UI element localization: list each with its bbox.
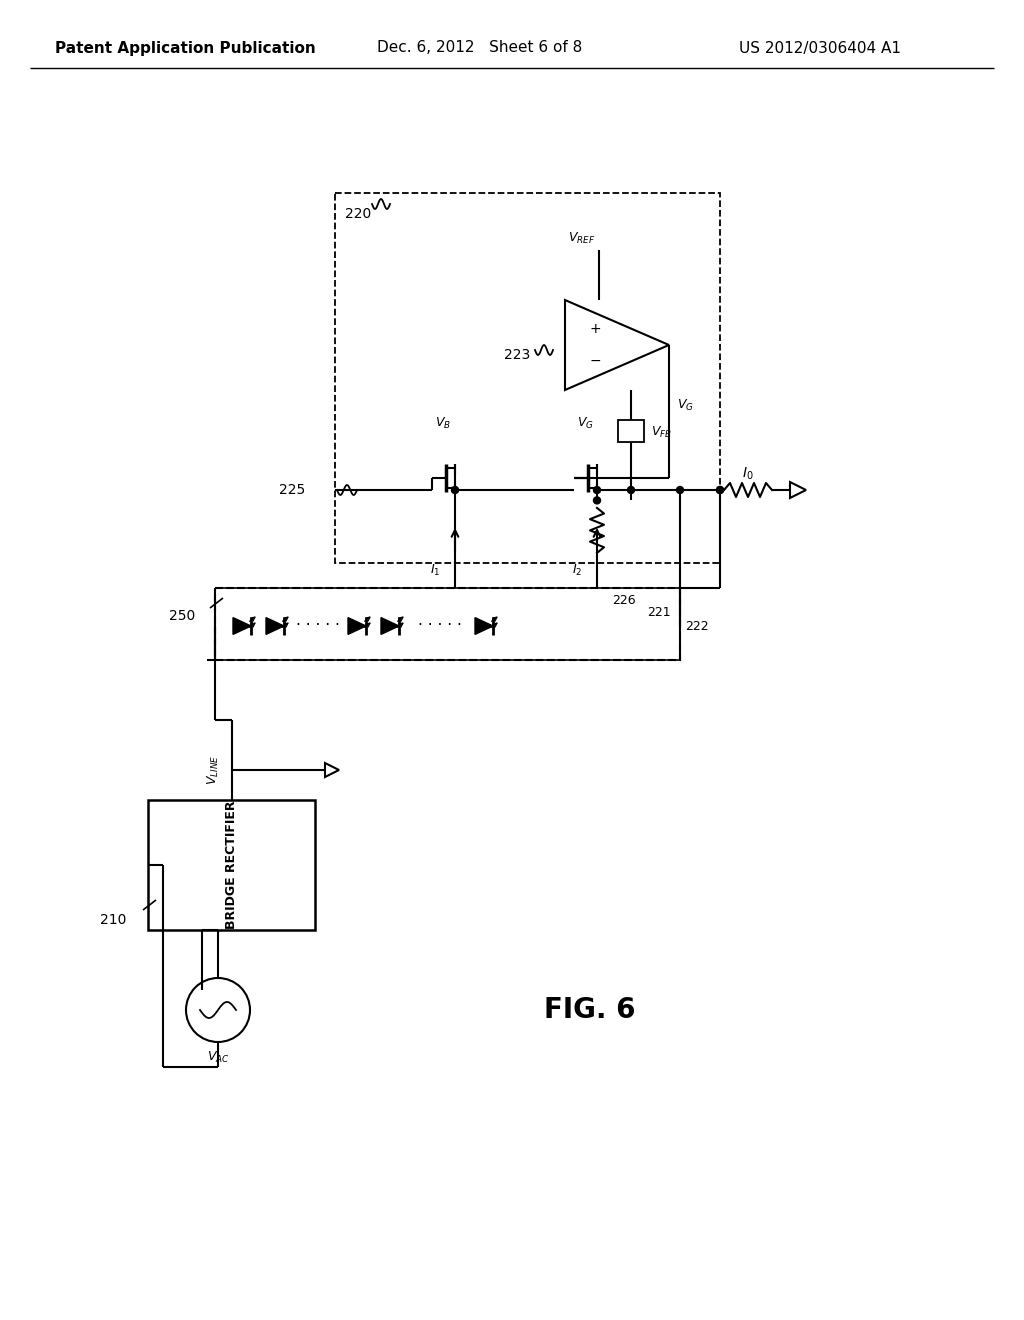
Text: $I_{1}$: $I_{1}$ [430,562,440,578]
Text: 225: 225 [279,483,305,498]
Circle shape [717,487,724,494]
Bar [215,587,680,660]
Text: US 2012/0306404 A1: US 2012/0306404 A1 [739,41,901,55]
Text: 220: 220 [345,207,372,220]
Circle shape [594,496,600,504]
Text: · · · · ·: · · · · · [296,619,340,634]
Text: FIG. 6: FIG. 6 [544,997,636,1024]
Text: Patent Application Publication: Patent Application Publication [54,41,315,55]
Bar [335,193,720,564]
Text: 221: 221 [647,606,671,619]
Polygon shape [381,618,399,635]
Text: 223: 223 [504,348,530,362]
Text: BRIDGE RECTIFIER: BRIDGE RECTIFIER [225,801,238,929]
Text: $I_{2}$: $I_{2}$ [571,562,582,578]
Text: $V_{G}$: $V_{G}$ [577,416,594,430]
Text: $V_{AC}$: $V_{AC}$ [207,1049,229,1064]
Circle shape [594,487,600,494]
Text: 250: 250 [169,609,195,623]
Polygon shape [233,618,251,635]
Text: +: + [589,322,601,337]
Text: $V_{G}$: $V_{G}$ [677,397,694,413]
Text: 222: 222 [685,619,709,632]
Bar [618,420,644,442]
Circle shape [677,487,683,494]
Text: $V_{B}$: $V_{B}$ [435,416,451,430]
Bar [148,800,315,931]
Polygon shape [348,618,366,635]
Text: 226: 226 [612,594,636,606]
Circle shape [452,487,459,494]
Text: $V_{LINE}$: $V_{LINE}$ [206,755,221,785]
Text: $V_{REF}$: $V_{REF}$ [567,231,595,246]
Text: $I_{0}$: $I_{0}$ [742,466,754,482]
Text: 210: 210 [99,913,126,927]
Text: $V_{FB}$: $V_{FB}$ [651,425,672,440]
Polygon shape [475,618,493,635]
Circle shape [186,978,250,1041]
Circle shape [717,487,724,494]
Text: −: − [589,354,601,368]
Text: · · · · ·: · · · · · [418,619,462,634]
Polygon shape [266,618,284,635]
Text: Dec. 6, 2012   Sheet 6 of 8: Dec. 6, 2012 Sheet 6 of 8 [378,41,583,55]
Circle shape [628,487,635,494]
